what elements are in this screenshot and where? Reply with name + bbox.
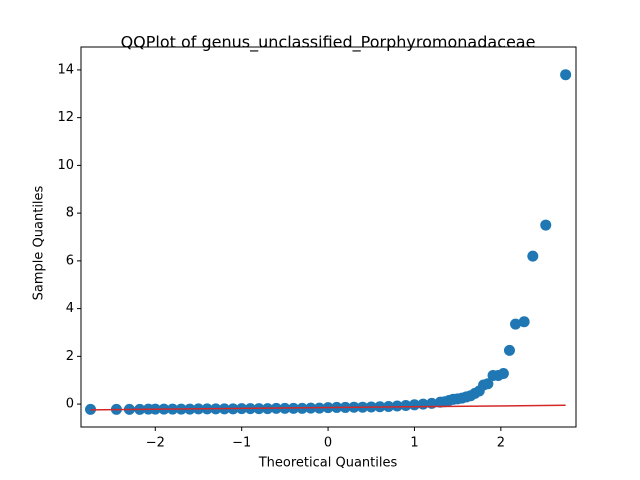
y-axis-label: Sample Quantiles [32,185,47,300]
x-axis-label: Theoretical Quantiles [258,456,398,471]
point [503,344,515,356]
point [540,219,552,231]
point [518,316,530,328]
x-tick-label: −1 [232,436,251,451]
y-tick-label: 6 [66,253,74,268]
y-tick-label: 8 [66,206,74,221]
chart-title: QQPlot of genus_unclassified_Porphyromon… [121,33,536,53]
y-tick-label: 10 [57,158,74,173]
y-tick-label: 12 [57,110,74,125]
point [510,318,522,330]
x-tick-label: 1 [410,436,418,451]
point [497,368,509,380]
point [527,250,539,262]
point [560,69,572,81]
y-tick-label: 4 [66,301,74,316]
x-tick-label: 0 [324,436,332,451]
plot-frame [80,46,577,428]
point [400,400,412,412]
point [482,378,494,390]
y-tick-label: 0 [66,397,74,412]
point [391,400,403,412]
x-tick-label: −2 [146,436,165,451]
y-tick-label: 2 [66,349,74,364]
x-tick-label: 2 [497,436,505,451]
point [408,399,420,411]
reference-line [90,404,566,411]
y-tick-label: 14 [57,62,74,77]
